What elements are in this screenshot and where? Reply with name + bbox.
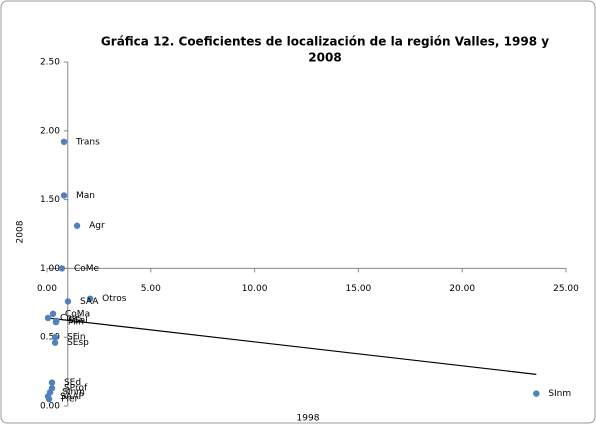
- point-label: SEd: [64, 378, 81, 388]
- point-label: SEsp: [67, 338, 89, 348]
- point: [58, 265, 66, 272]
- x-tick-label: 5.00: [141, 284, 161, 294]
- point: [45, 395, 53, 403]
- point-label: SAAP: [60, 392, 84, 402]
- point-label: Pler: [61, 395, 78, 405]
- point-label: SSal: [68, 316, 87, 326]
- point-label: SInm: [548, 389, 571, 399]
- point: [49, 310, 57, 318]
- y-tick-label: 0.50: [40, 333, 60, 343]
- point: [60, 138, 68, 146]
- y-tick-label: 1.00: [40, 264, 60, 274]
- y-tick-label: 1.50: [40, 195, 60, 205]
- point-label: Otros: [102, 294, 127, 304]
- point-label: Cons: [60, 313, 82, 323]
- point-label: CoMa: [65, 309, 90, 319]
- point-label: Min: [68, 318, 84, 328]
- point: [86, 295, 94, 302]
- x-tick-label: 15.00: [346, 284, 372, 294]
- x-tick-label: 25.00: [553, 284, 579, 294]
- chart-title-line2: 2008: [308, 51, 341, 65]
- chart-title: Gráfica 12. Coeficientes de localización…: [101, 35, 549, 49]
- point-label: SProf: [64, 384, 88, 394]
- trendline: [46, 317, 537, 375]
- point-label: Trans: [75, 137, 100, 147]
- point: [44, 314, 52, 322]
- y-tick-label: 2.00: [40, 126, 60, 136]
- x-axis-title: 1998: [297, 414, 320, 424]
- y-tick-label: 2.50: [40, 58, 60, 68]
- point: [53, 317, 60, 324]
- y-axis-title: 2008: [16, 220, 26, 243]
- point: [51, 339, 59, 346]
- point: [51, 334, 59, 341]
- point: [60, 192, 68, 199]
- point: [64, 298, 72, 305]
- point: [73, 222, 81, 229]
- point-label: SAA: [80, 297, 99, 307]
- x-tick-label: 20.00: [449, 284, 475, 294]
- y-tick-label: 0.00: [40, 402, 60, 412]
- point-label: SInm: [62, 388, 85, 398]
- point: [533, 390, 540, 397]
- x-tick-label: 10.00: [242, 284, 268, 294]
- point-label: SFin: [67, 333, 85, 343]
- point-label: Agr: [89, 221, 105, 231]
- point-label: Man: [76, 191, 95, 201]
- point: [48, 379, 56, 386]
- point-label: CoMe: [74, 264, 100, 274]
- x-tick-label: 0.00: [37, 284, 57, 294]
